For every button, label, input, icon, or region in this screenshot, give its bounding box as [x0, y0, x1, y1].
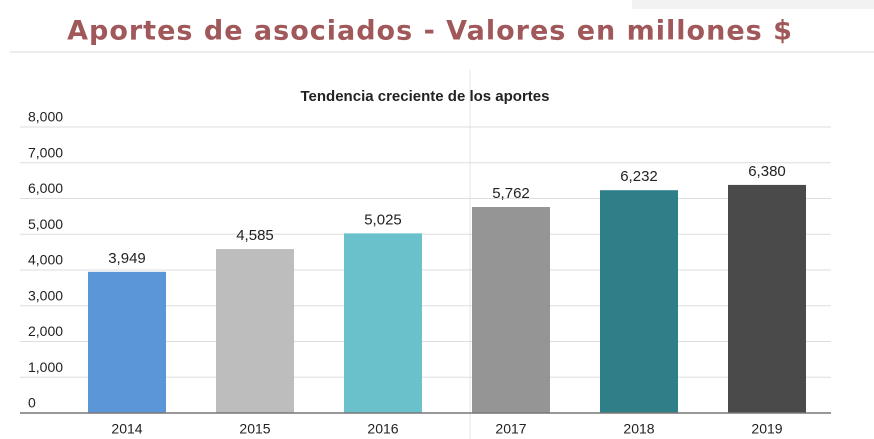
bar [88, 271, 166, 413]
y-tick-label: 1,000 [28, 359, 63, 375]
bar [600, 190, 678, 413]
x-tick-label: 2018 [623, 421, 654, 437]
value-label: 4,585 [236, 227, 274, 244]
bar [216, 249, 294, 413]
y-tick-label: 8,000 [28, 109, 63, 125]
bar [344, 233, 422, 413]
y-tick-label: 7,000 [28, 144, 63, 160]
x-tick-label: 2016 [367, 421, 398, 437]
y-tick-label: 0 [28, 395, 36, 411]
page-title: Aportes de asociados - Valores en millon… [67, 16, 793, 47]
x-tick-label: 2019 [751, 421, 782, 437]
value-label: 5,762 [492, 185, 530, 202]
y-tick-label: 2,000 [28, 323, 63, 339]
chart-title: Tendencia creciente de los aportes [301, 88, 550, 105]
corner-box [632, 0, 874, 9]
value-label: 5,025 [364, 211, 402, 228]
value-label: 3,949 [108, 250, 146, 267]
x-tick-label: 2017 [495, 421, 526, 437]
y-tick-label: 6,000 [28, 180, 63, 196]
bar [728, 184, 806, 413]
y-tick-label: 3,000 [28, 287, 63, 303]
value-label: 6,232 [620, 168, 658, 185]
y-tick-label: 4,000 [28, 252, 63, 268]
y-tick-label: 5,000 [28, 216, 63, 232]
x-tick-label: 2015 [239, 421, 270, 437]
bar [472, 207, 550, 413]
value-label: 6,380 [748, 163, 786, 180]
x-tick-label: 2014 [111, 421, 142, 437]
